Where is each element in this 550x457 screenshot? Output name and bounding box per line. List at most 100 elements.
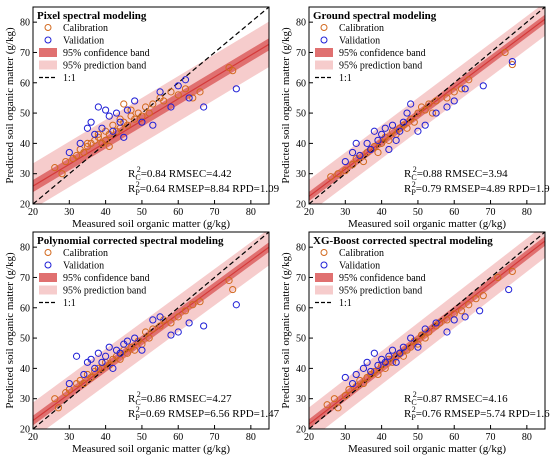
y-tick-label: 60 <box>20 303 30 314</box>
x-tick-label: 80 <box>246 207 256 218</box>
legend-item-validation: Validation <box>320 36 380 47</box>
legend-item-prediction: 95% prediction band <box>315 60 422 72</box>
y-tick-label: 30 <box>20 394 30 405</box>
validation-point <box>200 322 208 330</box>
stats-calibration: RC2=0.88 RMSEC=3.94 <box>404 165 508 182</box>
calibration-point <box>421 106 429 114</box>
validation-point <box>167 331 175 339</box>
panel-3: 20 30 40 50 60 70 80 20 30 40 50 60 70 80 Measured soi… <box>4 231 280 455</box>
legend-label: Validation <box>63 36 104 47</box>
y-tick-label: 80 <box>20 18 30 29</box>
validation-point <box>363 139 371 147</box>
x-tick-label: 40 <box>377 432 387 443</box>
legend-marker <box>44 249 52 256</box>
calibration-point <box>341 167 349 175</box>
panel-title: Pixel spectral modeling <box>37 10 147 22</box>
x-tick-label: 40 <box>377 207 387 218</box>
axes-frame <box>32 231 270 430</box>
calibration-point <box>229 67 237 75</box>
legend-marker <box>44 24 52 31</box>
calibration-point <box>54 404 63 412</box>
validation-point <box>367 367 375 376</box>
legend-marker <box>320 249 328 256</box>
legend-label: Validation <box>339 261 380 272</box>
legend-swatch <box>315 48 333 57</box>
validation-point <box>65 148 73 157</box>
legend-item-one_to_one: 1:1 <box>39 298 76 309</box>
legend-label: 95% confidence band <box>339 273 426 284</box>
validation-point <box>72 352 81 360</box>
validation-point <box>181 76 190 84</box>
y-tick-label: 20 <box>20 200 30 211</box>
calibration-point <box>225 276 233 285</box>
calibration-point <box>51 395 59 403</box>
validation-point <box>98 358 106 366</box>
validation-point <box>359 364 368 372</box>
calibration-point <box>345 386 353 394</box>
calibration-point <box>145 109 153 117</box>
x-tick-label: 60 <box>449 207 459 218</box>
validation-point <box>461 85 469 93</box>
x-tick-label: 50 <box>137 207 147 218</box>
calibration-point <box>189 301 197 309</box>
y-tick-label: 60 <box>296 78 306 89</box>
x-tick-label: 80 <box>246 432 256 443</box>
calibration-point <box>127 106 135 114</box>
calibration-point <box>149 100 157 108</box>
y-tick-label: 50 <box>20 334 30 345</box>
y-tick-label: 40 <box>296 364 306 375</box>
calibration-point <box>94 130 102 138</box>
panel-title: XG-Boost corrected spectral modeling <box>313 235 493 247</box>
x-axis-label: Measured soil organic matter (g/kg) <box>72 218 230 230</box>
calibration-point <box>428 109 437 117</box>
legend-swatch <box>315 60 333 70</box>
legend-item-confidence: 95% confidence band <box>39 273 150 284</box>
x-tick-label: 50 <box>413 432 423 443</box>
validation-point <box>174 328 182 336</box>
validation-point <box>91 364 99 372</box>
calibration-point <box>123 121 132 129</box>
validation-point <box>109 364 117 372</box>
validation-point <box>399 118 407 126</box>
axes-frame <box>308 231 546 430</box>
calibration-point <box>62 157 70 166</box>
x-tick-label: 20 <box>28 432 38 443</box>
legend-item-calibration: Calibration <box>320 23 384 34</box>
validation-point <box>120 133 128 141</box>
validation-point <box>370 127 378 135</box>
calibration-point <box>403 124 411 132</box>
validation-point <box>378 130 386 138</box>
validation-point <box>443 328 451 336</box>
x-tick-label: 40 <box>101 207 111 218</box>
validation-point <box>185 94 193 102</box>
validation-point <box>374 136 382 144</box>
legend-label: 1:1 <box>63 73 76 84</box>
validation-point <box>363 358 371 366</box>
validation-point <box>421 325 429 333</box>
x-tick-label: 60 <box>449 432 459 443</box>
calibration-point <box>450 88 458 96</box>
calibration-point <box>80 148 88 157</box>
calibration-point <box>123 349 132 357</box>
legend-swatch <box>39 285 57 295</box>
legend-label: 95% confidence band <box>63 273 150 284</box>
calibration-point <box>414 109 422 117</box>
validation-point <box>80 370 88 379</box>
calibration-point <box>327 173 335 181</box>
legend-label: Calibration <box>339 248 384 259</box>
legend-item-confidence: 95% confidence band <box>315 273 426 284</box>
calibration-point <box>414 340 422 348</box>
axes-frame <box>308 6 546 205</box>
legend-label: 95% confidence band <box>339 48 426 59</box>
legend-marker <box>320 261 328 269</box>
x-tick-label: 70 <box>486 432 496 443</box>
validation-point <box>232 301 240 309</box>
calibration-point <box>229 285 237 294</box>
y-tick-label: 80 <box>20 243 30 254</box>
legend-marker <box>320 36 328 44</box>
validation-point <box>232 85 240 93</box>
validation-point <box>174 82 182 90</box>
calibration-point <box>167 88 175 96</box>
calibration-point <box>465 301 473 309</box>
